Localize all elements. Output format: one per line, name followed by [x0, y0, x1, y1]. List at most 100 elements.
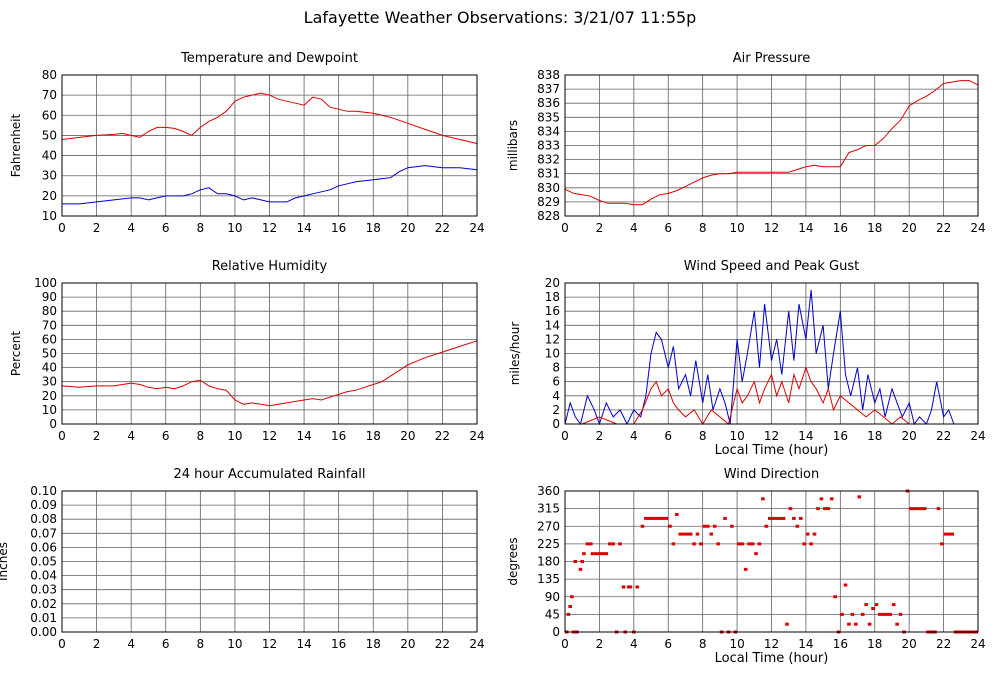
x-tick-label: 12 [262, 429, 277, 443]
data-point [661, 516, 665, 520]
data-point [737, 542, 741, 546]
data-point [881, 612, 886, 616]
data-point [891, 603, 896, 607]
x-tick-label: 24 [469, 429, 484, 443]
x-tick-label: 10 [729, 429, 744, 443]
data-point [812, 532, 817, 536]
data-point [570, 595, 574, 599]
x-tick-label: 14 [798, 429, 813, 443]
x-tick-label: 16 [331, 637, 346, 651]
x-tick-label: 20 [902, 221, 917, 235]
plot-frame [61, 74, 478, 217]
data-point [740, 542, 745, 546]
x-tick-label: 6 [664, 637, 672, 651]
data-point [695, 532, 700, 536]
y-tick-label: 45 [545, 607, 560, 621]
y-tick-label: 837 [537, 82, 560, 96]
x-tick-label: 4 [127, 221, 135, 235]
plot-frame [564, 490, 979, 633]
data-point [618, 542, 622, 546]
x-tick-label: 0 [561, 429, 569, 443]
y-tick-label: 835 [537, 110, 560, 124]
data-point [635, 585, 640, 589]
data-point [699, 542, 703, 546]
data-point [919, 507, 924, 511]
y-tick-label: 360 [537, 484, 560, 498]
data-point [823, 507, 827, 511]
x-tick-label: 18 [366, 429, 381, 443]
x-tick-label: 4 [127, 429, 135, 443]
data-point [578, 567, 583, 571]
data-point [611, 542, 615, 546]
data-point [568, 605, 572, 609]
y-tick-label: 270 [537, 519, 560, 533]
data-point [723, 516, 727, 520]
x-tick-label: 16 [331, 429, 346, 443]
data-point [664, 516, 669, 520]
data-point [778, 516, 782, 520]
y-tick-label: 18 [545, 290, 560, 304]
y-tick-label: 40 [42, 149, 57, 163]
y-tick-label: 225 [537, 537, 560, 551]
x-tick-label: 22 [936, 221, 951, 235]
x-tick-label: 24 [970, 221, 985, 235]
x-tick-label: 24 [469, 637, 484, 651]
data-point [688, 532, 693, 536]
x-tick-label: 10 [227, 637, 242, 651]
data-point [709, 532, 714, 536]
x-tick-label: 6 [162, 429, 170, 443]
x-tick-label: 20 [400, 637, 415, 651]
x-tick-label: 22 [435, 221, 450, 235]
data-point [702, 524, 707, 528]
chart-title: Air Pressure [733, 51, 811, 66]
data-point [647, 516, 652, 520]
x-tick-label: 14 [798, 637, 813, 651]
data-point [936, 507, 941, 511]
y-tick-label: 0.09 [30, 498, 57, 512]
x-tick-label: 18 [366, 637, 381, 651]
y-tick-label: 834 [537, 124, 560, 138]
data-point [607, 542, 612, 546]
y-tick-label: 4 [552, 389, 560, 403]
data-point [767, 516, 772, 520]
y-tick-label: 0.06 [30, 540, 57, 554]
data-point [809, 542, 813, 546]
x-tick-label: 22 [936, 637, 951, 651]
data-point [795, 524, 800, 528]
y-tick-label: 0 [552, 417, 560, 431]
y-tick-label: 0 [49, 417, 57, 431]
y-tick-label: 315 [537, 502, 560, 516]
data-point [706, 524, 710, 528]
data-point [857, 495, 862, 499]
y-axis-label: miles/hour [508, 322, 522, 386]
data-point [898, 612, 903, 616]
x-tick-label: 4 [630, 221, 638, 235]
series-line-red [564, 80, 979, 206]
x-tick-label: 2 [93, 221, 101, 235]
y-tick-label: 10 [42, 403, 57, 417]
y-tick-label: 2 [552, 403, 560, 417]
y-tick-label: 12 [545, 332, 560, 346]
data-point [867, 622, 872, 626]
y-tick-label: 828 [537, 209, 560, 223]
data-point [909, 507, 913, 511]
data-point [590, 552, 595, 556]
data-point [798, 516, 803, 520]
data-point [594, 552, 598, 556]
y-tick-label: 831 [537, 167, 560, 181]
y-axis-label: Inches [0, 542, 10, 581]
x-tick-label: 0 [561, 637, 569, 651]
x-tick-label: 4 [630, 429, 638, 443]
data-point [788, 507, 793, 511]
x-tick-label: 8 [699, 637, 707, 651]
data-point [716, 542, 720, 546]
y-tick-label: 60 [42, 108, 57, 122]
plot-frame [564, 282, 979, 425]
y-tick-label: 90 [545, 590, 560, 604]
data-point [650, 516, 655, 520]
data-point [895, 622, 899, 626]
y-tick-label: 50 [42, 128, 57, 142]
data-point [573, 560, 578, 563]
